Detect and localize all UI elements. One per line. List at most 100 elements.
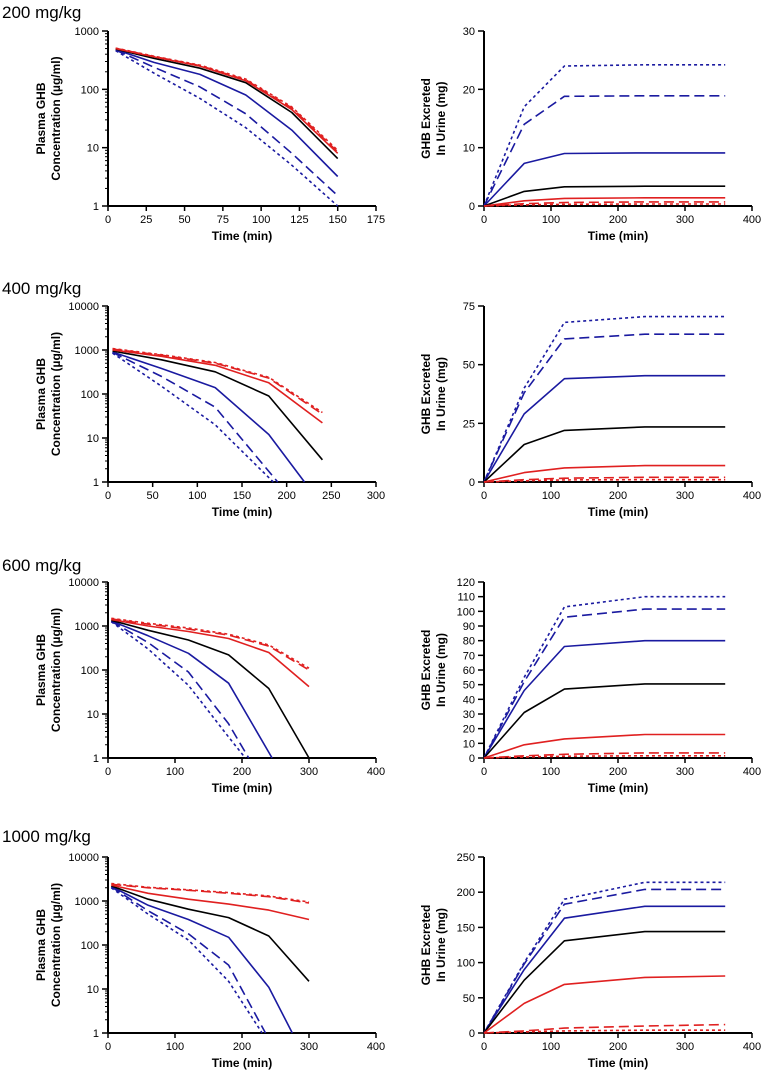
series-line-6 — [112, 347, 323, 414]
series-line-6 — [483, 1029, 726, 1034]
x-tick-label: 0 — [105, 1041, 111, 1053]
x-tick-label: 300 — [300, 1041, 318, 1053]
series-line-5 — [483, 1023, 726, 1034]
series-line-6 — [111, 617, 310, 669]
y-tick-label: 10 — [87, 143, 99, 155]
x-axis-label: Time (min) — [588, 229, 648, 243]
series-line-4 — [112, 349, 323, 424]
y-axis-label: GHB ExcretedIn Urine (mg) — [419, 78, 448, 159]
y-tick-label: 120 — [457, 577, 475, 589]
y-tick-label: 10 — [463, 143, 475, 155]
series-line-2 — [483, 152, 726, 207]
x-tick-label: 300 — [676, 214, 694, 226]
x-tick-label: 175 — [367, 214, 385, 226]
x-tick-label: 400 — [743, 1041, 761, 1053]
series-line-2 — [483, 639, 726, 759]
series-line-3 — [111, 885, 310, 982]
y-tick-label: 10 — [87, 984, 99, 996]
x-tick-label: 400 — [367, 766, 385, 778]
y-axis-label: Plasma GHBConcentration (µg/ml) — [34, 56, 63, 180]
y-tick-label: 10000 — [68, 577, 99, 589]
x-tick-label: 50 — [147, 490, 159, 502]
series-line-2 — [112, 351, 306, 483]
y-tick-label: 100 — [81, 940, 99, 952]
y-tick-label: 100 — [457, 958, 475, 970]
y-tick-label: 1000 — [75, 896, 99, 908]
series-line-6 — [115, 47, 339, 151]
x-tick-label: 100 — [542, 490, 560, 502]
y-tick-label: 10000 — [68, 301, 99, 313]
y-tick-label: 100 — [81, 665, 99, 677]
x-axis-label: Time (min) — [588, 781, 648, 795]
x-axis-label: Time (min) — [588, 505, 648, 519]
series-line-3 — [483, 930, 726, 1034]
x-tick-label: 100 — [542, 1041, 560, 1053]
x-tick-label: 50 — [178, 214, 190, 226]
series-line-5 — [483, 476, 726, 483]
series-line-0 — [483, 315, 726, 483]
dose-title: 1000 mg/kg — [2, 827, 91, 846]
series-line-0 — [110, 621, 246, 759]
y-tick-label: 100 — [81, 84, 99, 96]
y-tick-label: 1000 — [75, 26, 99, 38]
x-axis-label: Time (min) — [212, 505, 272, 519]
x-tick-label: 200 — [233, 766, 251, 778]
series-line-0 — [483, 64, 726, 207]
y-tick-label: 100 — [457, 606, 475, 618]
x-tick-label: 200 — [609, 766, 627, 778]
series-line-2 — [111, 620, 273, 759]
y-tick-label: 150 — [457, 922, 475, 934]
panel-7: 0 100 200 300 400 0 50 100 150 200 250 Time (min) GH… — [419, 852, 761, 1070]
x-tick-label: 300 — [300, 766, 318, 778]
panel-5: 0 100 200 300 400 0 10 20 30 40 50 60 70 80 90 100 110 12… — [419, 577, 761, 795]
x-tick-label: 100 — [252, 214, 270, 226]
series-line-1 — [110, 620, 250, 759]
series-line-5 — [111, 883, 310, 904]
x-tick-label: 300 — [367, 490, 385, 502]
x-tick-label: 400 — [367, 1041, 385, 1053]
x-axis-label: Time (min) — [212, 1056, 272, 1070]
series-line-0 — [483, 881, 726, 1034]
series-line-4 — [483, 464, 726, 483]
y-tick-label: 0 — [469, 753, 475, 765]
y-tick-label: 110 — [457, 592, 475, 604]
y-tick-label: 0 — [469, 477, 475, 489]
series-line-0 — [483, 595, 726, 759]
x-tick-label: 100 — [166, 1041, 184, 1053]
y-tick-label: 10 — [87, 433, 99, 445]
x-tick-label: 0 — [105, 766, 111, 778]
x-tick-label: 400 — [743, 214, 761, 226]
series-line-5 — [483, 201, 726, 207]
series-line-6 — [111, 882, 310, 903]
y-tick-label: 10 — [463, 738, 475, 750]
series-line-4 — [483, 975, 726, 1034]
series-line-5 — [111, 618, 310, 671]
series-line-1 — [115, 49, 339, 197]
y-tick-label: 1000 — [75, 621, 99, 633]
series-line-3 — [483, 683, 726, 759]
x-tick-label: 200 — [609, 1041, 627, 1053]
series-line-6 — [483, 203, 726, 207]
series-line-2 — [483, 905, 726, 1034]
x-tick-label: 0 — [481, 766, 487, 778]
panel-1: 0 100 200 300 400 0 10 20 30 Time (min) GHB Excret… — [419, 26, 761, 243]
series-line-1 — [483, 888, 726, 1034]
x-tick-label: 300 — [676, 1041, 694, 1053]
series-line-5 — [483, 752, 726, 759]
series-line-0 — [115, 50, 339, 207]
x-tick-label: 100 — [542, 766, 560, 778]
x-tick-label: 250 — [322, 490, 340, 502]
series-line-5 — [115, 47, 339, 153]
panel-2: 400 mg/kg 0 50 100 150 200 250 300 1 10 100 1000 100… — [2, 279, 385, 519]
y-axis-label: GHB ExcretedIn Urine (mg) — [419, 630, 448, 711]
x-tick-label: 300 — [676, 490, 694, 502]
series-line-5 — [112, 348, 323, 415]
y-tick-label: 80 — [463, 636, 475, 648]
series-line-3 — [483, 185, 726, 207]
x-tick-label: 0 — [105, 490, 111, 502]
y-tick-label: 20 — [463, 724, 475, 736]
y-tick-label: 1 — [93, 1028, 99, 1040]
y-tick-label: 75 — [463, 301, 475, 313]
y-tick-label: 1000 — [75, 345, 99, 357]
